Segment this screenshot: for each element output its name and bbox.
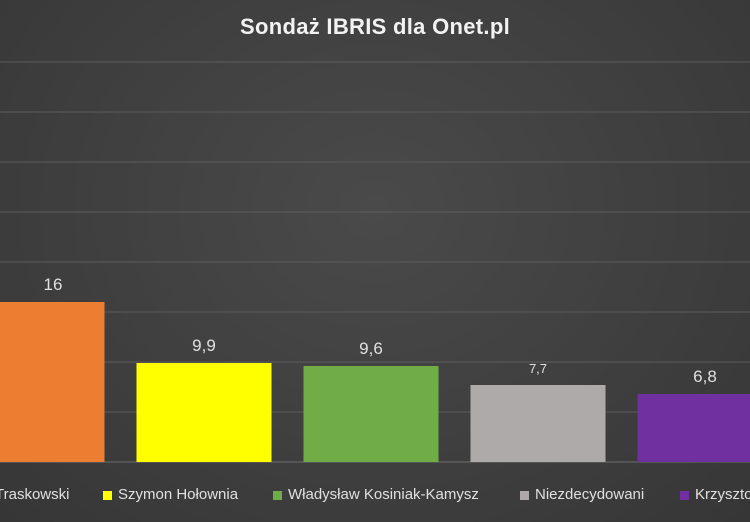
data-label-4: 7,7	[529, 361, 547, 376]
legend-item-3: Władysław Kosiniak-Kamysz	[273, 484, 479, 506]
legend-label: Władysław Kosiniak-Kamysz	[288, 486, 479, 503]
legend: Traskowski Szymon Hołownia Władysław Kosin…	[0, 484, 750, 506]
legend-swatch	[103, 490, 112, 500]
bar-3	[303, 366, 439, 462]
data-label-2: 9,9	[192, 336, 216, 355]
bar-2	[136, 363, 272, 462]
plot-area: 16 9,9 9,6 7,7 6,8	[0, 61, 750, 463]
data-label-1: 16	[44, 275, 63, 294]
legend-item-1: Traskowski	[0, 484, 69, 506]
legend-label: Krzyszto	[695, 486, 750, 503]
legend-label: Szymon Hołownia	[118, 486, 239, 503]
chart-title: Sondaż IBRIS dla Onet.pl	[240, 14, 510, 39]
legend-label: Niezdecydowani	[535, 486, 645, 503]
bar-4	[470, 385, 606, 462]
data-label-5: 6,8	[693, 367, 717, 386]
legend-swatch	[273, 490, 282, 500]
data-label-3: 9,6	[359, 339, 383, 358]
legend-item-2: Szymon Hołownia	[103, 484, 238, 506]
bar-5	[637, 394, 750, 462]
legend-label: Traskowski	[0, 486, 70, 503]
legend-item-5: Krzyszto	[680, 484, 750, 506]
legend-swatch	[680, 490, 689, 500]
bar-1	[0, 302, 105, 462]
legend-item-4: Niezdecydowani	[520, 484, 644, 506]
legend-swatch	[520, 490, 529, 500]
